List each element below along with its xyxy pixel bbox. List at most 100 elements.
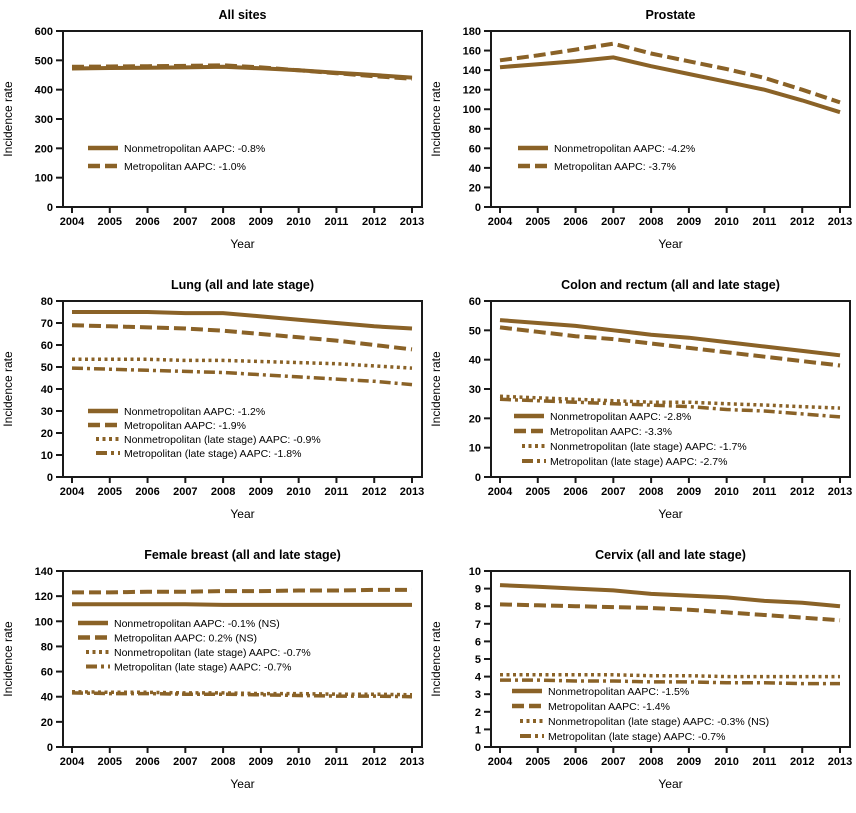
x-tick-label: 2011 xyxy=(753,756,777,768)
chart-title: Prostate xyxy=(645,8,695,22)
legend-label: Metropolitan (late stage) AAPC: -0.7% xyxy=(548,731,725,743)
legend-item: Metropolitan AAPC: 0.2% (NS) xyxy=(78,633,257,645)
x-tick-label: 2005 xyxy=(98,216,122,228)
x-tick-label: 2004 xyxy=(60,486,85,498)
x-axis-label: Year xyxy=(230,237,254,251)
y-tick-label: 5 xyxy=(475,654,481,666)
y-tick-label: 140 xyxy=(35,566,53,578)
female-breast-chart: Female breast (all and late stage) 0 20 40 6… xyxy=(1,548,424,791)
y-axis-label: Incidence rate xyxy=(429,81,443,157)
all-sites-chart: All sites 0 100 200 300 400 500 600 2004 2005 2006… xyxy=(1,8,424,251)
x-tick-label: 2009 xyxy=(677,216,701,228)
x-tick-label: 2008 xyxy=(211,216,235,228)
x-tick-label: 2013 xyxy=(828,756,852,768)
legend-item: Nonmetropolitan (late stage) AAPC: -0.9% xyxy=(96,434,321,446)
series-line-solid xyxy=(499,55,841,115)
x-tick-label: 2006 xyxy=(563,486,587,498)
y-tick-label: 1 xyxy=(475,724,481,736)
panel-prostate: Prostate 0 20 40 60 80 100 120 140 160 180 2004 2005… xyxy=(428,0,856,270)
panel-lung: Lung (all and late stage) 0 10 20 30 40 50 60 70… xyxy=(0,270,428,540)
series-line-dashed xyxy=(499,41,841,105)
x-tick-label: 2009 xyxy=(249,756,273,768)
y-tick-label: 2 xyxy=(475,707,481,719)
plot-frame xyxy=(490,30,851,208)
y-tick-label: 0 xyxy=(47,742,53,754)
legend-item: Nonmetropolitan AAPC: -1.5% xyxy=(512,686,689,698)
x-tick-label: 2005 xyxy=(98,486,122,498)
y-tick-label: 140 xyxy=(463,65,481,77)
y-tick-label: 0 xyxy=(47,472,53,484)
y-tick-label: 30 xyxy=(41,406,53,418)
y-tick-label: 20 xyxy=(41,717,53,729)
x-tick-label: 2011 xyxy=(325,486,349,498)
y-tick-label: 600 xyxy=(35,26,53,38)
x-tick-label: 2011 xyxy=(325,756,349,768)
x-tick-label: 2009 xyxy=(249,486,273,498)
x-tick-label: 2010 xyxy=(286,216,310,228)
cervix-chart: Cervix (all and late stage) 0 1 2 3 4 5 6 7 8 9 10 2… xyxy=(429,548,852,791)
legend-item: Nonmetropolitan AAPC: -0.1% (NS) xyxy=(78,618,280,630)
x-tick-label: 2013 xyxy=(828,486,852,498)
x-tick-label: 2010 xyxy=(714,756,738,768)
legend-label: Nonmetropolitan AAPC: -4.2% xyxy=(554,143,695,155)
series-line-dashdot xyxy=(71,691,413,699)
y-tick-label: 40 xyxy=(41,692,53,704)
y-tick-label: 60 xyxy=(469,143,481,155)
y-tick-label: 0 xyxy=(475,742,481,754)
legend-item: Nonmetropolitan AAPC: -4.2% xyxy=(518,143,695,155)
legend-label: Metropolitan (late stage) AAPC: -0.7% xyxy=(114,662,291,674)
series-line-dashdot xyxy=(499,397,841,419)
legend-label: Nonmetropolitan (late stage) AAPC: -0.9% xyxy=(124,434,321,446)
x-tick-label: 2004 xyxy=(60,216,85,228)
y-tick-label: 10 xyxy=(469,566,481,578)
prostate-chart: Prostate 0 20 40 60 80 100 120 140 160 180 2004 2005… xyxy=(429,8,852,251)
legend-item: Metropolitan (late stage) AAPC: -0.7% xyxy=(86,662,291,674)
series-line-dashed xyxy=(71,63,413,81)
x-tick-label: 2005 xyxy=(526,216,550,228)
y-tick-label: 10 xyxy=(41,450,53,462)
y-tick-label: 40 xyxy=(41,384,53,396)
series-line-dashed xyxy=(499,602,841,623)
y-axis-label: Incidence rate xyxy=(1,81,15,157)
legend-item: Metropolitan AAPC: -3.7% xyxy=(518,161,676,173)
y-tick-label: 0 xyxy=(475,202,481,214)
x-tick-label: 2008 xyxy=(639,216,663,228)
y-tick-label: 50 xyxy=(41,362,53,374)
lung-chart: Lung (all and late stage) 0 10 20 30 40 50 60 70… xyxy=(1,278,424,521)
y-tick-label: 20 xyxy=(469,182,481,194)
colon-and-rectum-chart: Colon and rectum (all and late stage) 0 10… xyxy=(429,278,852,521)
x-tick-label: 2008 xyxy=(211,486,235,498)
y-tick-label: 100 xyxy=(35,173,53,185)
legend-item: Nonmetropolitan (late stage) AAPC: -1.7% xyxy=(522,441,747,453)
x-tick-label: 2007 xyxy=(601,216,625,228)
series-line-solid xyxy=(499,318,841,358)
x-tick-label: 2012 xyxy=(790,216,814,228)
panel-all-sites: All sites 0 100 200 300 400 500 600 2004 2005 2006… xyxy=(0,0,428,270)
series-line-dashed xyxy=(72,587,412,595)
y-tick-label: 100 xyxy=(35,616,53,628)
legend-label: Nonmetropolitan (late stage) AAPC: -0.3%… xyxy=(548,716,769,728)
x-tick-label: 2011 xyxy=(325,216,349,228)
x-tick-label: 2006 xyxy=(135,216,159,228)
x-tick-label: 2007 xyxy=(173,756,197,768)
x-tick-label: 2008 xyxy=(211,756,235,768)
legend-item: Metropolitan AAPC: -1.0% xyxy=(88,161,246,173)
x-tick-label: 2010 xyxy=(714,216,738,228)
legend-label: Nonmetropolitan AAPC: -1.5% xyxy=(548,686,689,698)
x-tick-label: 2007 xyxy=(601,486,625,498)
y-tick-label: 20 xyxy=(41,428,53,440)
y-axis-label: Incidence rate xyxy=(429,621,443,697)
x-tick-label: 2012 xyxy=(790,486,814,498)
y-axis-label: Incidence rate xyxy=(429,351,443,427)
y-tick-label: 30 xyxy=(469,384,481,396)
legend-label: Metropolitan (late stage) AAPC: -2.7% xyxy=(550,456,727,468)
legend-label: Nonmetropolitan AAPC: -0.8% xyxy=(124,143,265,155)
legend-item: Nonmetropolitan AAPC: -2.8% xyxy=(514,411,691,423)
x-tick-label: 2013 xyxy=(400,486,424,498)
chart-title: Female breast (all and late stage) xyxy=(144,548,341,562)
x-tick-label: 2007 xyxy=(173,216,197,228)
chart-title: Colon and rectum (all and late stage) xyxy=(561,278,780,292)
legend-label: Nonmetropolitan (late stage) AAPC: -0.7% xyxy=(114,647,311,659)
y-tick-label: 80 xyxy=(469,124,481,136)
y-tick-label: 200 xyxy=(35,143,53,155)
